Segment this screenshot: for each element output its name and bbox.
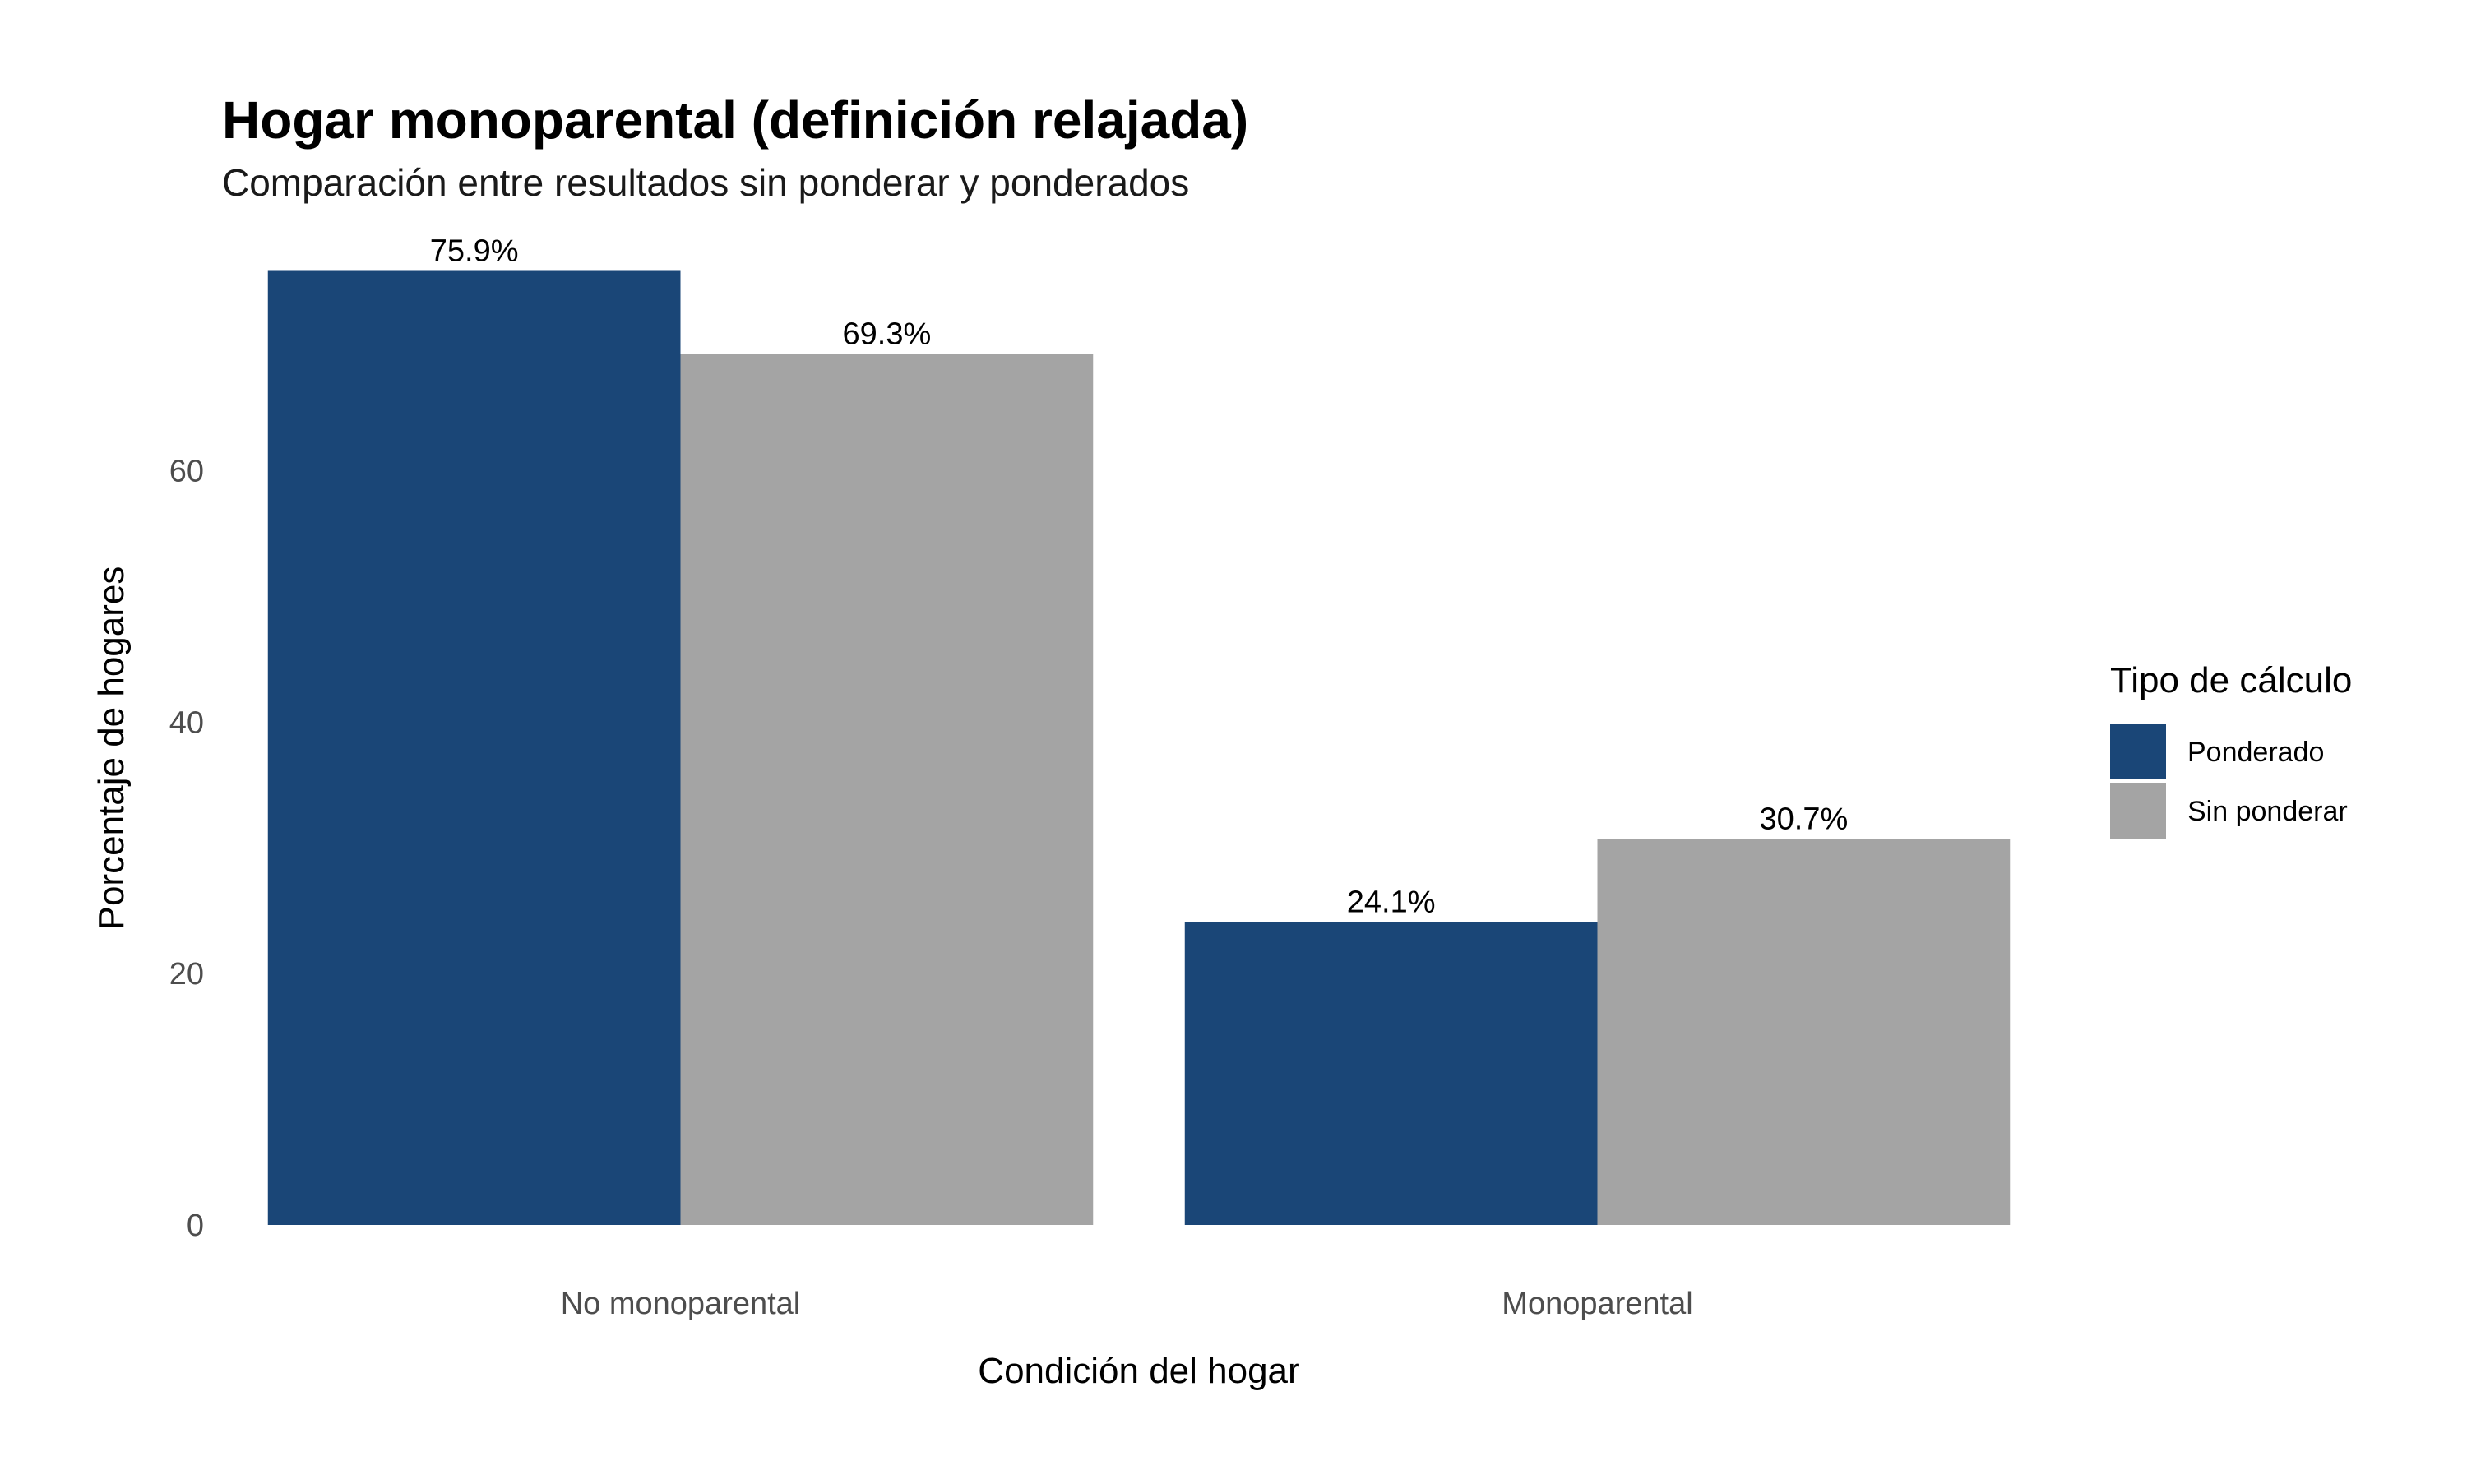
bar-sin-ponderar-0 — [680, 354, 1094, 1225]
y-axis-ticks: 0 20 40 60 — [169, 455, 204, 1243]
bar-value-label: 69.3% — [843, 317, 932, 351]
bar-ponderado-0 — [267, 270, 681, 1225]
bar-value-label: 30.7% — [1760, 802, 1849, 837]
bars-group — [267, 270, 2011, 1225]
y-tick-label: 40 — [169, 705, 204, 740]
legend-title: Tipo de cálculo — [2110, 660, 2352, 700]
bar-value-label: 75.9% — [430, 233, 519, 268]
chart-subtitle: Comparación entre resultados sin pondera… — [222, 161, 1189, 204]
x-axis-ticks: No monoparental Monoparental — [561, 1287, 1693, 1321]
y-tick-label: 20 — [169, 957, 204, 992]
legend-key-ponderado — [2110, 724, 2166, 779]
legend-key-sin-ponderar — [2110, 783, 2166, 839]
bar-sin-ponderar-1 — [1597, 839, 2011, 1225]
legend: Tipo de cálculo Ponderado Sin ponderar — [2110, 660, 2352, 839]
bar-ponderado-1 — [1184, 922, 1598, 1225]
x-tick-label: No monoparental — [561, 1287, 801, 1321]
y-tick-label: 60 — [169, 455, 204, 489]
x-tick-label: Monoparental — [1502, 1287, 1692, 1321]
y-tick-label: 0 — [187, 1209, 204, 1243]
legend-label: Sin ponderar — [2187, 796, 2348, 827]
y-axis-title: Porcentaje de hogares — [91, 566, 132, 931]
chart-title: Hogar monoparental (definición relajada) — [222, 90, 1248, 150]
legend-label: Ponderado — [2187, 737, 2324, 768]
bar-value-label: 24.1% — [1347, 885, 1436, 920]
x-axis-title: Condición del hogar — [978, 1351, 1299, 1391]
data-labels-group: 75.9% 69.3% 24.1% 30.7% — [430, 233, 1849, 919]
